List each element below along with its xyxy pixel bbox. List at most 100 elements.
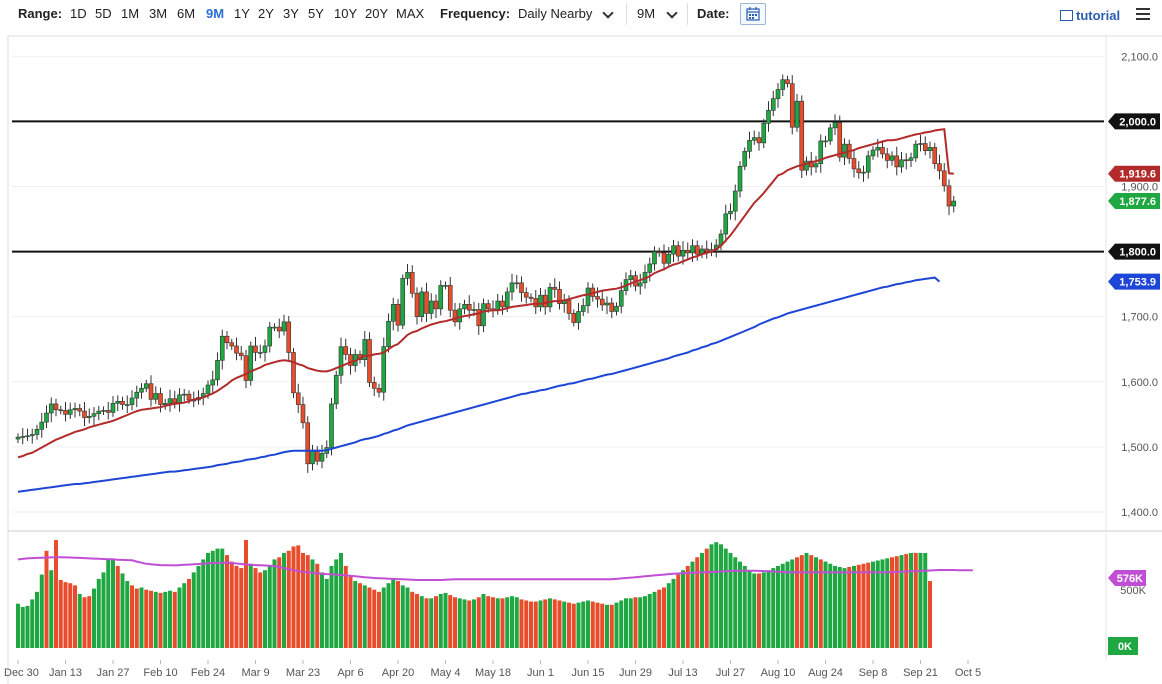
volume-bar: [434, 596, 438, 648]
tutorial-link[interactable]: tutorial: [1060, 8, 1120, 23]
volume-bar: [505, 597, 510, 648]
candle: [400, 274, 406, 330]
candle-body: [832, 122, 838, 129]
candle: [77, 403, 83, 417]
candle-body: [922, 143, 928, 151]
candle: [134, 385, 140, 408]
volume-bar: [595, 602, 600, 648]
candle-body: [167, 398, 173, 404]
candle-body: [67, 409, 73, 415]
candle: [262, 339, 268, 362]
x-tick-label: Aug 24: [808, 667, 843, 679]
volume-bar: [776, 565, 780, 648]
candle: [656, 247, 662, 257]
volume-bar: [871, 561, 875, 648]
candle: [856, 161, 862, 179]
volume-bar: [761, 572, 766, 648]
volume-bar: [638, 597, 643, 648]
candle-body: [937, 163, 942, 172]
volume-bar: [875, 560, 880, 648]
candle-body: [129, 397, 135, 405]
candle: [139, 383, 144, 399]
volume-bar: [220, 548, 225, 648]
period-select[interactable]: 9M: [637, 6, 656, 21]
volume-bar: [68, 583, 73, 648]
price-tag-label: 1,800.0: [1119, 247, 1156, 259]
hamburger-menu-icon[interactable]: [1136, 8, 1150, 20]
candle: [395, 299, 401, 332]
volume-bar: [818, 559, 823, 648]
candle: [310, 444, 315, 471]
toolbar-divider: [687, 3, 688, 25]
candle: [851, 149, 857, 178]
frequency-select[interactable]: Daily Nearby: [518, 6, 593, 21]
candle-body: [205, 384, 211, 394]
candle-body: [951, 200, 957, 207]
candle: [808, 151, 814, 176]
candle: [751, 130, 757, 145]
candle-body: [851, 158, 857, 170]
candle: [832, 114, 838, 136]
candle: [414, 287, 420, 325]
range-max[interactable]: MAX: [396, 6, 425, 21]
range-20y[interactable]: 20Y: [365, 6, 389, 21]
range-3m[interactable]: 3M: [149, 6, 168, 21]
candle-body: [96, 410, 102, 414]
range-1d[interactable]: 1D: [70, 6, 87, 21]
candle-body: [386, 320, 391, 347]
volume-bar: [861, 563, 866, 648]
candle-body: [557, 289, 562, 304]
candle: [291, 347, 296, 399]
candle-body: [362, 339, 368, 360]
candle: [172, 390, 178, 409]
candle-body: [813, 163, 819, 168]
range-5y[interactable]: 5Y: [308, 6, 324, 21]
volume-bar: [614, 602, 619, 648]
range-1y[interactable]: 1Y: [234, 6, 250, 21]
candle: [709, 242, 714, 257]
volume-bar: [700, 552, 704, 648]
price-tag-shape: [1108, 273, 1160, 290]
candle: [728, 203, 733, 220]
calendar-icon[interactable]: [740, 3, 766, 25]
range-2y[interactable]: 2Y: [258, 6, 274, 21]
candle-body: [281, 321, 287, 332]
range-10y[interactable]: 10Y: [334, 6, 358, 21]
range-3y[interactable]: 3Y: [283, 6, 299, 21]
price-tag-blue: 1,753.9: [1108, 273, 1160, 290]
candle: [903, 153, 909, 170]
volume-bar: [353, 581, 358, 648]
volume-bar: [728, 552, 733, 648]
candle-body: [585, 287, 591, 306]
volume-tick-label: 500K: [1120, 585, 1146, 597]
candle: [818, 134, 824, 173]
volume-bar: [424, 598, 429, 648]
volume-bar: [239, 568, 244, 648]
volume-bar: [139, 587, 144, 648]
candle-body: [433, 300, 439, 310]
candle: [53, 398, 59, 417]
candle: [666, 247, 672, 268]
range-6m[interactable]: 6M: [177, 6, 196, 21]
candle-body: [219, 335, 225, 361]
y-tick-label: 2,100.0: [1121, 51, 1158, 63]
volume-bar: [453, 597, 457, 648]
candle-body: [58, 409, 64, 412]
candle-body: [680, 249, 686, 257]
volume-bar: [305, 555, 310, 648]
candle: [409, 265, 415, 298]
candle-body: [913, 143, 919, 159]
range-5d[interactable]: 5D: [95, 6, 112, 21]
x-tick-label: Feb 10: [143, 667, 177, 679]
range-1m[interactable]: 1M: [121, 6, 140, 21]
candle-body: [704, 248, 710, 252]
candle: [694, 240, 700, 261]
range-9m[interactable]: 9M: [206, 6, 225, 21]
volume-bar: [719, 544, 723, 648]
candle: [143, 379, 149, 393]
volume-bar: [177, 587, 182, 648]
candle-body: [547, 287, 553, 308]
volume-tag-purple: 576K: [1108, 570, 1146, 586]
x-tick-label: Aug 10: [761, 667, 796, 679]
